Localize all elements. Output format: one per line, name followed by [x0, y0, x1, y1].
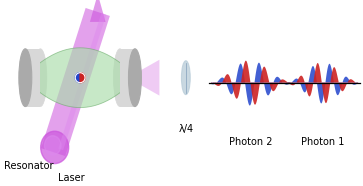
- Text: Resonator: Resonator: [4, 161, 54, 171]
- Text: Laser: Laser: [58, 173, 85, 183]
- Polygon shape: [58, 13, 106, 150]
- Polygon shape: [41, 8, 110, 156]
- Polygon shape: [90, 0, 106, 22]
- Polygon shape: [120, 49, 135, 107]
- Ellipse shape: [182, 61, 190, 95]
- Ellipse shape: [44, 136, 61, 155]
- Polygon shape: [25, 49, 40, 107]
- Ellipse shape: [41, 131, 69, 163]
- Text: λ/4: λ/4: [178, 124, 193, 134]
- Ellipse shape: [34, 49, 47, 107]
- Polygon shape: [80, 73, 85, 83]
- Polygon shape: [75, 73, 80, 83]
- Text: Photon 2: Photon 2: [229, 137, 272, 147]
- Ellipse shape: [19, 49, 32, 107]
- Polygon shape: [33, 48, 127, 108]
- Ellipse shape: [113, 49, 126, 107]
- Polygon shape: [133, 60, 159, 96]
- Ellipse shape: [129, 49, 142, 107]
- Text: Photon 1: Photon 1: [301, 137, 344, 147]
